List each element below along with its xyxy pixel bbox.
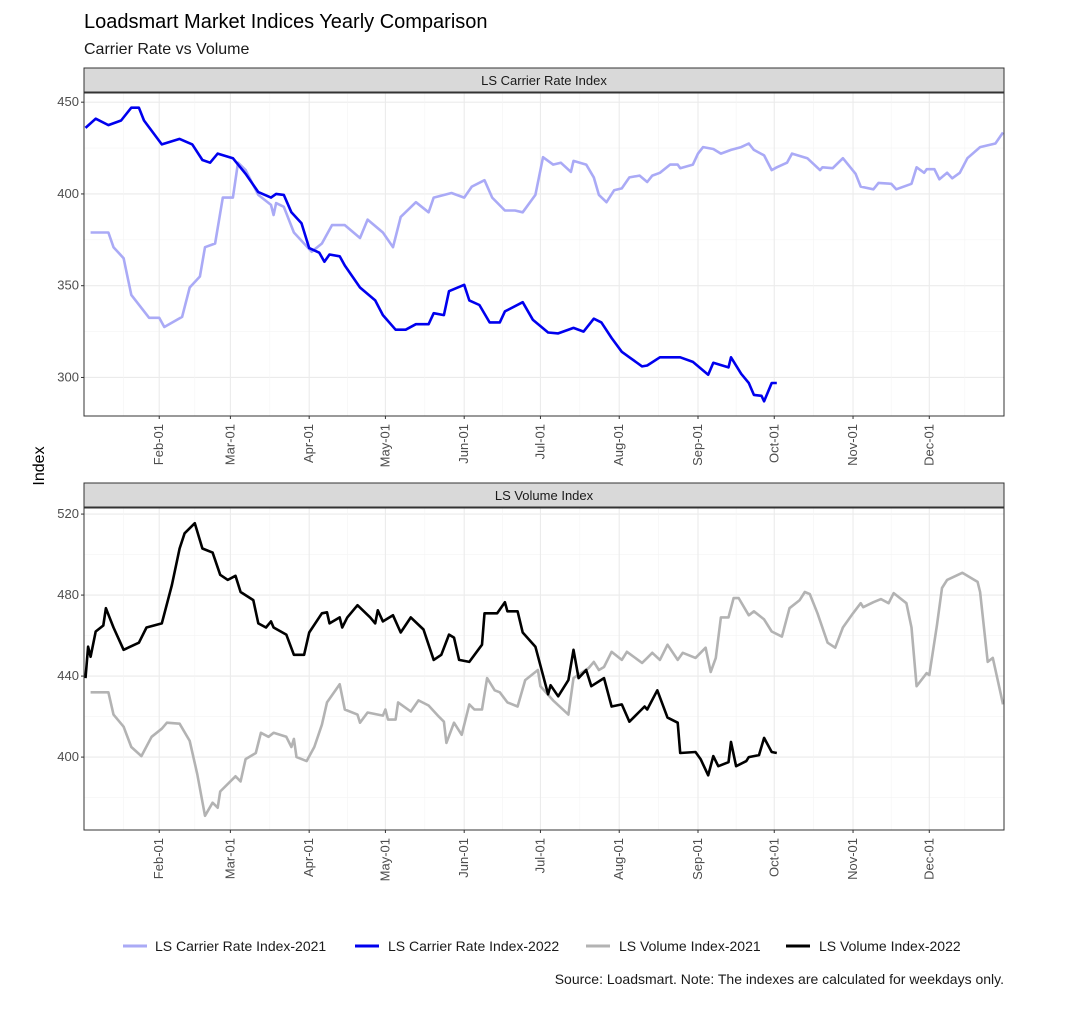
- strip-title: LS Volume Index: [495, 488, 594, 503]
- x-tick-label: Mar-01: [222, 838, 237, 879]
- x-tick-label: Feb-01: [151, 424, 166, 465]
- x-tick-label: Nov-01: [845, 424, 860, 466]
- x-tick-label: Sep-01: [690, 838, 705, 880]
- strip-title: LS Carrier Rate Index: [481, 73, 607, 88]
- panel-border: [83, 507, 1005, 831]
- y-tick-label: 480: [57, 587, 79, 602]
- series-line-ls-carrier-rate-index-2021: [90, 131, 1005, 329]
- y-tick-label: 400: [57, 749, 79, 764]
- x-tick-label: May-01: [377, 424, 392, 467]
- chart-subtitle: Carrier Rate vs Volume: [84, 41, 249, 58]
- x-tick-label: Jun-01: [456, 424, 471, 464]
- strip-volume: [83, 482, 1005, 508]
- legend-label: LS Volume Index-2021: [619, 938, 761, 954]
- legend: LS Carrier Rate Index-2021 LS Carrier Ra…: [123, 938, 961, 954]
- legend-label: LS Volume Index-2022: [819, 938, 961, 954]
- x-tick-label: Aug-01: [611, 838, 626, 880]
- x-tick-label: Aug-01: [611, 424, 626, 466]
- y-tick-label: 400: [57, 186, 79, 201]
- x-tick-label: Apr-01: [301, 838, 316, 877]
- x-tick-label: Oct-01: [766, 838, 781, 877]
- chart-title: Loadsmart Market Indices Yearly Comparis…: [84, 11, 488, 33]
- panel-volume: LS Volume Index 400 440 480 520 Feb-01 Mar-01…: [57, 482, 1005, 881]
- caption: Source: Loadsmart. Note: The indexes are…: [555, 971, 1004, 987]
- y-axis-title: Index: [31, 446, 48, 485]
- series-line-ls-volume-index-2022: [84, 521, 778, 777]
- y-tick-label: 350: [57, 278, 79, 293]
- x-tick-label: Apr-01: [301, 424, 316, 463]
- y-tick-label: 520: [57, 506, 79, 521]
- legend-label: LS Carrier Rate Index-2021: [155, 938, 326, 954]
- panel-border: [83, 92, 1005, 417]
- legend-label: LS Carrier Rate Index-2022: [388, 938, 559, 954]
- x-tick-label: Jul-01: [532, 838, 547, 873]
- x-tick-label: Sep-01: [690, 424, 705, 466]
- x-tick-label: Nov-01: [845, 838, 860, 880]
- x-tick-label: Oct-01: [766, 424, 781, 463]
- x-tick-label: Feb-01: [151, 838, 166, 879]
- panel-carrier-rate: LS Carrier Rate Index 300 350 400 450 Feb-01…: [57, 67, 1005, 467]
- x-tick-label: Jun-01: [456, 838, 471, 878]
- x-tick-label: Dec-01: [921, 424, 936, 466]
- x-tick-label: Mar-01: [222, 424, 237, 465]
- y-tick-label: 440: [57, 668, 79, 683]
- strip-carrier-rate: [83, 67, 1005, 93]
- x-tick-label: Dec-01: [921, 838, 936, 880]
- series-line-ls-carrier-rate-index-2022: [84, 106, 777, 403]
- y-tick-label: 450: [57, 94, 79, 109]
- y-tick-label: 300: [57, 369, 79, 384]
- x-tick-label: May-01: [377, 838, 392, 881]
- x-tick-label: Jul-01: [532, 424, 547, 459]
